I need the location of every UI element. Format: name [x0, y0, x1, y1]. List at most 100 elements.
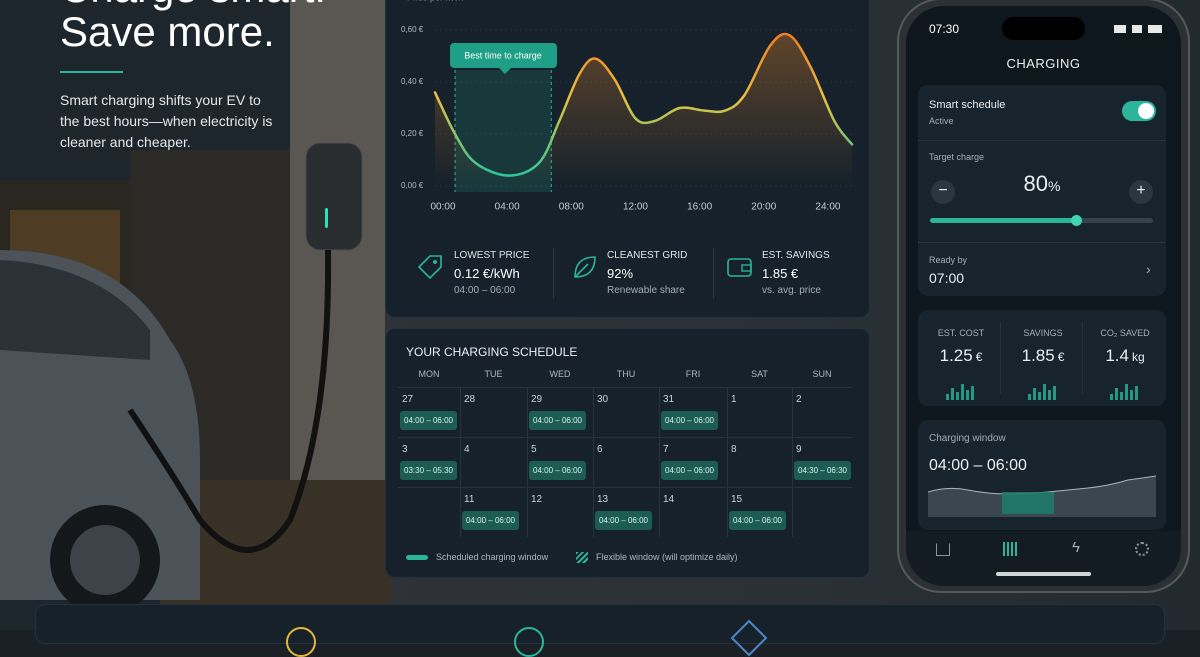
y-tick-label: 0,40 € [401, 77, 424, 86]
col-line [659, 388, 660, 437]
day-header: TUE [484, 369, 503, 379]
day-number: 11 [464, 494, 475, 505]
day-header: THU [616, 369, 636, 379]
day-number: 15 [731, 494, 743, 505]
ready-time: 07:00 [929, 270, 965, 286]
day-header: SAT [751, 369, 768, 379]
charger [305, 142, 363, 251]
charger-led [325, 208, 328, 228]
stats-row: LOWEST PRICE 0.12 €/kWh 04:00 – 06:00 CLEAN… [385, 238, 870, 308]
divider [1082, 322, 1083, 394]
window-chip: 04:30 – 06:30 [794, 461, 851, 480]
col-line [659, 438, 660, 487]
notch [1002, 17, 1085, 40]
day-number: 7 [663, 444, 669, 455]
x-tick-label: 16:00 [687, 202, 712, 213]
window-chip: 04:00 – 06:00 [462, 511, 519, 530]
window-chip: 04:00 – 06:00 [529, 411, 586, 430]
metric-label: EST. COST [937, 328, 985, 338]
stat-note: vs. avg. price [762, 285, 821, 296]
metric-unit: € [1057, 350, 1065, 364]
metric-unit: kg [1131, 350, 1145, 364]
price-chart: Price per kWh 0,00 € 0,20 € 0,40 € 0,60 € 00:… [401, 0, 854, 213]
stat-title: CLEANEST GRID [607, 250, 688, 261]
schedule-panel: YOUR CHARGING SCHEDULE [385, 328, 870, 578]
day-number: 14 [663, 494, 675, 505]
row-line [398, 437, 852, 438]
annotation: Best time to charge [464, 50, 542, 60]
col-line [460, 388, 461, 437]
toggle[interactable] [1122, 101, 1156, 121]
metric: 1.85 € [1008, 346, 1078, 366]
metric-unit: € [975, 350, 983, 364]
day-number: 5 [531, 444, 537, 455]
col-line [727, 388, 728, 437]
nav-charge[interactable]: ϟ [1072, 539, 1080, 556]
hero-text: Smart charging shifts your EV to the bes… [60, 92, 273, 150]
day-number: 29 [531, 394, 543, 405]
target-value: 80 [1023, 171, 1049, 196]
schedule-label: Smart schedule [929, 99, 1006, 111]
x-tick-label: 24:00 [815, 202, 840, 213]
col-line [792, 488, 793, 537]
window-chip: 04:00 – 06:00 [595, 511, 652, 530]
stat-value: 92% [607, 266, 634, 281]
wallet-icon [727, 258, 752, 277]
mini-bar [1053, 386, 1056, 400]
plus-button[interactable]: + [1129, 180, 1153, 204]
col-line [460, 488, 461, 537]
window-time: 04:00 – 06:00 [929, 457, 1027, 474]
nav-home[interactable] [936, 543, 950, 556]
divider [1000, 322, 1001, 394]
x-tick-label: 00:00 [431, 202, 456, 213]
nav-settings[interactable] [1135, 542, 1149, 556]
metric: 1.4 kg [1090, 346, 1160, 366]
price-area [435, 33, 852, 186]
slider-knob[interactable] [1071, 215, 1082, 226]
divider [713, 248, 714, 298]
window-chart [928, 475, 1157, 517]
y-tick-label: 0,60 € [401, 25, 424, 34]
car-glass [0, 260, 150, 360]
day-header: WED [549, 369, 571, 379]
day-header: FRI [685, 369, 701, 379]
chevron[interactable]: › [1146, 261, 1151, 277]
x-tick-label: 04:00 [495, 202, 520, 213]
x-tick-label: 08:00 [559, 202, 584, 213]
toggle-knob [1138, 103, 1154, 119]
day-number: 30 [597, 394, 609, 405]
stat-note: Renewable share [607, 285, 685, 296]
legend-hatch [576, 552, 588, 563]
metric-label: SAVINGS [1023, 328, 1063, 338]
metric-value: 1.4 [1105, 346, 1129, 365]
minus-button[interactable]: − [931, 180, 955, 204]
stat-value: 1.85 € [762, 266, 799, 281]
mini-bar [1038, 392, 1041, 400]
window-chip: 03:30 – 05:30 [400, 461, 457, 480]
day-number: 31 [663, 394, 675, 405]
col-line [527, 488, 528, 537]
day-number: 28 [464, 394, 476, 405]
strip-icon [514, 627, 544, 657]
mini-bar [1125, 384, 1128, 400]
day-number: 27 [402, 394, 414, 405]
hero-title-line: Charge smart. [60, 0, 326, 10]
ready-label: Ready by [929, 255, 968, 265]
stat-title: LOWEST PRICE [454, 250, 530, 261]
day-number: 6 [597, 444, 603, 455]
phone-screen: 07:30 CHARGING Smart schedule Active Tar… [906, 6, 1181, 586]
target-unit: % [1048, 178, 1061, 194]
slider-fill [930, 218, 1077, 223]
strip-icon [286, 627, 316, 657]
mini-bar [1135, 386, 1138, 400]
stat-note: 04:00 – 06:00 [454, 285, 516, 296]
window-chip: 04:00 – 06:00 [529, 461, 586, 480]
legend-label: Flexible window (will optimize daily) [596, 552, 738, 562]
window-label: Charging window [929, 433, 1006, 444]
nav-stats[interactable] [1003, 542, 1017, 556]
mini-bar [1115, 388, 1118, 400]
leaf-icon [574, 256, 596, 278]
day-number: 4 [464, 444, 470, 455]
col-line [593, 488, 594, 537]
